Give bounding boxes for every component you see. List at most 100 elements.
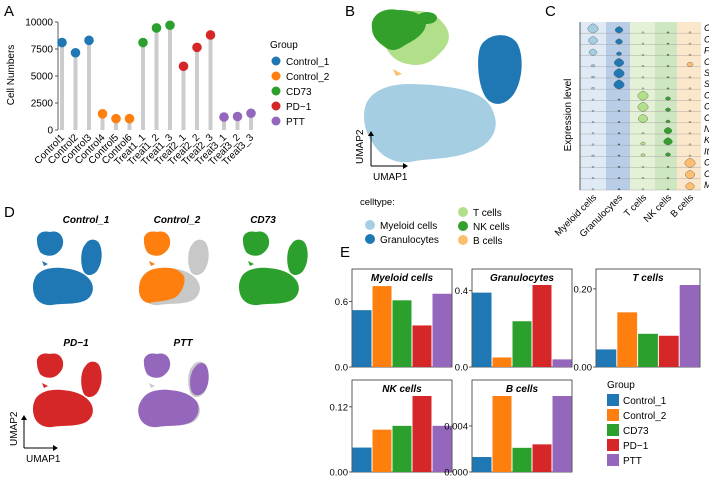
gene-label: Cd3e (704, 102, 709, 112)
panel-d-umap-control-2-highlight (139, 231, 185, 303)
violin-shape (684, 157, 696, 168)
violin-shape (688, 76, 692, 79)
violin-shape (665, 96, 671, 101)
panel-e-bar (638, 333, 658, 367)
legend-dot-nkcells (458, 221, 468, 231)
legend-label-e-pd1: PD−1 (623, 441, 649, 452)
violin-shape (591, 75, 595, 79)
violin-shape (588, 36, 598, 45)
violin-shape (688, 154, 692, 157)
violin-shape (666, 65, 670, 68)
umap-ylabel: UMAP2 (355, 129, 366, 164)
violin-shape (663, 127, 673, 135)
violin-column-band (606, 22, 630, 190)
lollipop-dot (124, 113, 135, 124)
panel-c-violin-plot: Expression level Cd68Csf1rFcgr1Cd24aS100… (553, 22, 709, 240)
panel-e-chart-myeloid-cells: Myeloid cells 0.0 0.6 (335, 268, 453, 374)
panel-c-bands (579, 22, 701, 191)
panel-e-bar (432, 425, 452, 472)
violin-shape (588, 48, 598, 56)
panel-e-chart-t-cells: T cells 0.00 0.20 (574, 268, 701, 374)
violin-shape (617, 188, 621, 191)
panel-e-tick-label: 0.12 (330, 402, 349, 413)
lollipop-dot (111, 113, 121, 124)
panel-e-bar (472, 457, 492, 472)
violin-shape (591, 132, 595, 135)
gene-label: Fcgr1 (704, 46, 709, 56)
legend-swatch-control-1 (607, 394, 619, 406)
panel-e-tick-label: 0.000 (444, 468, 468, 478)
violin-shape (641, 53, 645, 56)
panel-d-title-cd73: CD73 (250, 215, 276, 226)
lollipop-dot (151, 23, 162, 33)
gene-label: S100a9 (704, 79, 709, 89)
violin-shape (641, 65, 645, 68)
panel-a-y-tick-label: 7500 (31, 45, 54, 56)
panel-d-axis-y-arrow (21, 415, 27, 420)
violin-shape (666, 188, 670, 191)
violin-shape (613, 79, 625, 90)
legend-dot-ptt (271, 116, 281, 126)
violin-shape (591, 154, 595, 157)
panel-e-bar (372, 286, 392, 367)
violin-shape (591, 188, 595, 191)
legend-label-nkcells: NK cells (473, 222, 510, 233)
panel-e-legend-title: Group (607, 380, 635, 391)
violin-shape (663, 137, 673, 146)
panel-e-tick-label: 0.004 (444, 421, 468, 432)
panel-e-bar (392, 300, 412, 367)
panel-e-bar (552, 396, 572, 472)
lollipop-dot (84, 35, 94, 46)
violin-shape (591, 177, 595, 180)
violin-shape (688, 53, 692, 56)
violin-shape (613, 68, 625, 79)
umap-granulocytes-cluster (478, 35, 522, 104)
violin-shape (591, 87, 595, 90)
panel-d-umap-cd73 (238, 231, 308, 306)
gene-label: Itgav (704, 146, 709, 156)
panel-d-title-control-2: Control_2 (154, 215, 201, 226)
legend-label-control-2: Control_2 (286, 72, 330, 83)
panel-d-ylabel: UMAP2 (9, 411, 20, 446)
panel-e-bar (512, 447, 532, 472)
panel-e-tick-label: 0.0 (455, 363, 468, 374)
legend-label-myeloid: Myeloid cells (380, 221, 437, 232)
panel-d-umap-ptt-highlight (138, 353, 209, 428)
legend-swatch-ptt (607, 454, 619, 466)
panel-e-chart-granulocytes: Granulocytes 0.0 0.4 (455, 268, 573, 374)
violin-shape (591, 121, 595, 124)
violin-shape (686, 61, 694, 68)
umap-axis-y-arrow (368, 131, 374, 136)
celltype-x-label: B cells (669, 192, 697, 220)
legend-label-bcells: B cells (473, 236, 502, 247)
panel-e-tick-label: 0.00 (574, 363, 593, 374)
gene-label: Klrk1 (704, 135, 709, 145)
lollipop-dot (138, 37, 148, 48)
panel-a-y-tick-label: 0 (47, 126, 53, 137)
lollipop-dot (192, 42, 202, 53)
lollipop-dot (70, 47, 81, 58)
panel-e-title: NK cells (382, 384, 422, 395)
violin-column-band (580, 22, 606, 190)
violin-shape (641, 42, 645, 45)
violin-shape (688, 42, 692, 45)
panel-d-title-pd1: PD−1 (63, 338, 89, 349)
violin-shape (641, 31, 645, 34)
panel-e-tick-label: 0.6 (335, 297, 348, 308)
legend-label-pd1: PD−1 (286, 102, 312, 113)
panel-e-bar (596, 349, 617, 367)
violin-shape (688, 121, 692, 124)
violin-shape (666, 87, 670, 90)
panel-b-umap: UMAP1 UMAP2 celltype: Myeloid cells Gran… (355, 9, 522, 247)
panel-d-title-ptt: PTT (174, 338, 194, 349)
lollipop-dot (97, 109, 108, 119)
gene-label: S100a8 (704, 68, 709, 78)
violin-shape (617, 132, 621, 135)
legend-dot-myeloid (365, 220, 375, 230)
violin-shape (617, 154, 621, 157)
violin-shape (617, 165, 621, 168)
panel-letter-a: A (4, 3, 14, 20)
panel-d-umap-pd1 (32, 353, 102, 428)
panel-a-dots (57, 20, 256, 124)
